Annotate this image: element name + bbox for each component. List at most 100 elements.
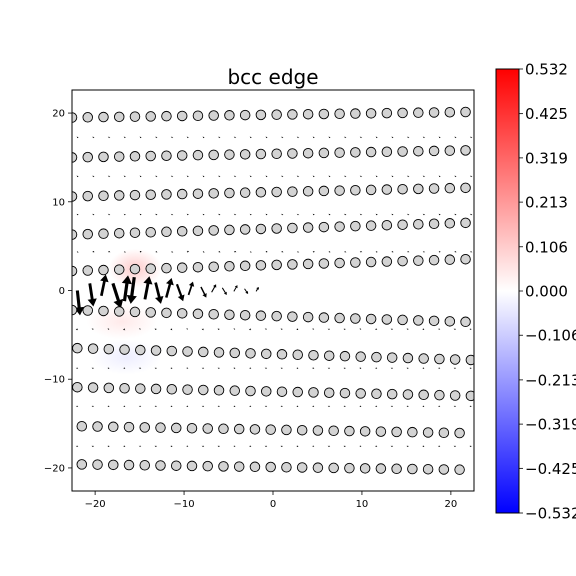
displacement-arrow — [280, 213, 284, 216]
displacement-arrow — [186, 327, 189, 331]
displacement-arrow — [217, 405, 221, 407]
displacement-arrow — [327, 445, 331, 447]
atom-marker — [296, 462, 308, 473]
displacement-arrow — [469, 213, 473, 216]
colorbar-tick-label: −0.106 — [525, 327, 576, 345]
atom-marker — [287, 148, 298, 159]
atom-marker — [208, 110, 219, 121]
atom-marker — [287, 109, 298, 120]
atom-marker — [397, 146, 408, 157]
atom-marker — [413, 315, 424, 326]
atom-marker — [229, 385, 241, 396]
displacement-arrow — [454, 213, 457, 216]
atom-marker — [192, 149, 204, 161]
atom-marker — [318, 221, 330, 233]
displacement-arrow — [139, 175, 142, 178]
atom-marker — [82, 112, 93, 123]
displacement-arrow — [201, 405, 205, 407]
atom-marker — [161, 110, 172, 122]
atom-marker — [350, 108, 361, 119]
atom-marker — [255, 187, 267, 198]
atom-marker — [192, 188, 204, 199]
atom-marker — [224, 110, 235, 121]
atom-marker — [255, 109, 267, 121]
displacement-arrow — [312, 136, 316, 139]
displacement-arrow — [406, 213, 410, 216]
colorbar: 0.532 0.425 0.319 0.213 0.106 0.000 −0.106 −0.2… — [495, 61, 576, 523]
atom-marker — [224, 187, 235, 199]
core-displacement-arrow — [221, 287, 227, 295]
displacement-arrow — [138, 405, 142, 407]
displacement-arrow — [327, 328, 331, 330]
atom-marker — [208, 225, 219, 236]
displacement-arrow — [248, 445, 252, 447]
atom-marker — [308, 387, 319, 398]
y-tick-label: −20 — [44, 463, 65, 474]
colorbar-tick-label: 0.425 — [525, 105, 568, 123]
displacement-arrow — [422, 405, 425, 407]
atom-marker — [249, 461, 261, 473]
displacement-arrow — [123, 213, 127, 216]
atom-marker — [444, 145, 456, 156]
displacement-arrow — [233, 367, 236, 369]
displacement-arrow — [154, 405, 158, 407]
atom-marker — [145, 307, 156, 318]
atom-marker — [365, 313, 377, 325]
displacement-arrow — [233, 251, 237, 253]
atom-marker — [255, 148, 267, 160]
colorbar-tick-label: 0.106 — [525, 238, 568, 256]
atom-marker — [98, 228, 109, 239]
displacement-arrow — [76, 213, 79, 216]
atom-marker — [407, 426, 418, 438]
displacement-arrow — [233, 445, 236, 447]
displacement-arrow — [107, 251, 111, 253]
displacement-arrow — [170, 367, 173, 369]
atom-marker — [292, 386, 303, 398]
atom-marker — [271, 310, 282, 322]
atom-marker — [302, 147, 314, 159]
atom-marker — [271, 223, 282, 234]
displacement-arrow — [186, 136, 190, 139]
displacement-arrow — [217, 328, 220, 331]
atom-marker — [381, 107, 393, 119]
atom-marker — [365, 146, 377, 158]
atom-marker — [438, 427, 450, 438]
atom-marker — [422, 427, 434, 438]
atom-marker — [365, 256, 377, 268]
atom-marker — [381, 146, 393, 158]
displacement-arrow — [75, 328, 79, 331]
atom-marker — [72, 229, 78, 240]
atom-marker — [292, 349, 303, 361]
y-tick-label: 0 — [59, 286, 65, 297]
displacement-arrow — [123, 136, 127, 139]
displacement-arrow — [469, 445, 472, 447]
atom-marker — [460, 182, 471, 194]
displacement-arrow — [248, 367, 252, 369]
atom-marker — [350, 313, 361, 324]
displacement-arrow — [359, 405, 362, 407]
atom-marker — [365, 220, 377, 231]
displacement-arrow — [248, 328, 252, 331]
atom-marker — [129, 189, 141, 201]
displacement-arrow — [469, 136, 473, 139]
displacement-arrow — [185, 367, 189, 369]
displacement-arrow — [327, 405, 331, 407]
atom-marker — [281, 424, 292, 436]
displacement-arrow — [311, 367, 315, 369]
atom-marker — [72, 152, 78, 163]
displacement-arrow — [343, 213, 347, 216]
displacement-arrow — [422, 367, 425, 369]
atom-marker — [444, 218, 456, 229]
atom-marker — [186, 460, 198, 472]
displacement-arrow — [75, 367, 79, 369]
atom-marker — [72, 342, 83, 354]
atom-marker — [72, 112, 78, 123]
displacement-arrow — [123, 250, 126, 253]
atom-marker — [176, 308, 188, 319]
atom-marker — [391, 426, 402, 438]
atom-marker — [328, 462, 339, 474]
atom-marker — [255, 310, 267, 321]
atom-marker — [213, 385, 225, 396]
displacement-arrow — [139, 136, 142, 139]
displacement-arrow — [249, 136, 253, 139]
